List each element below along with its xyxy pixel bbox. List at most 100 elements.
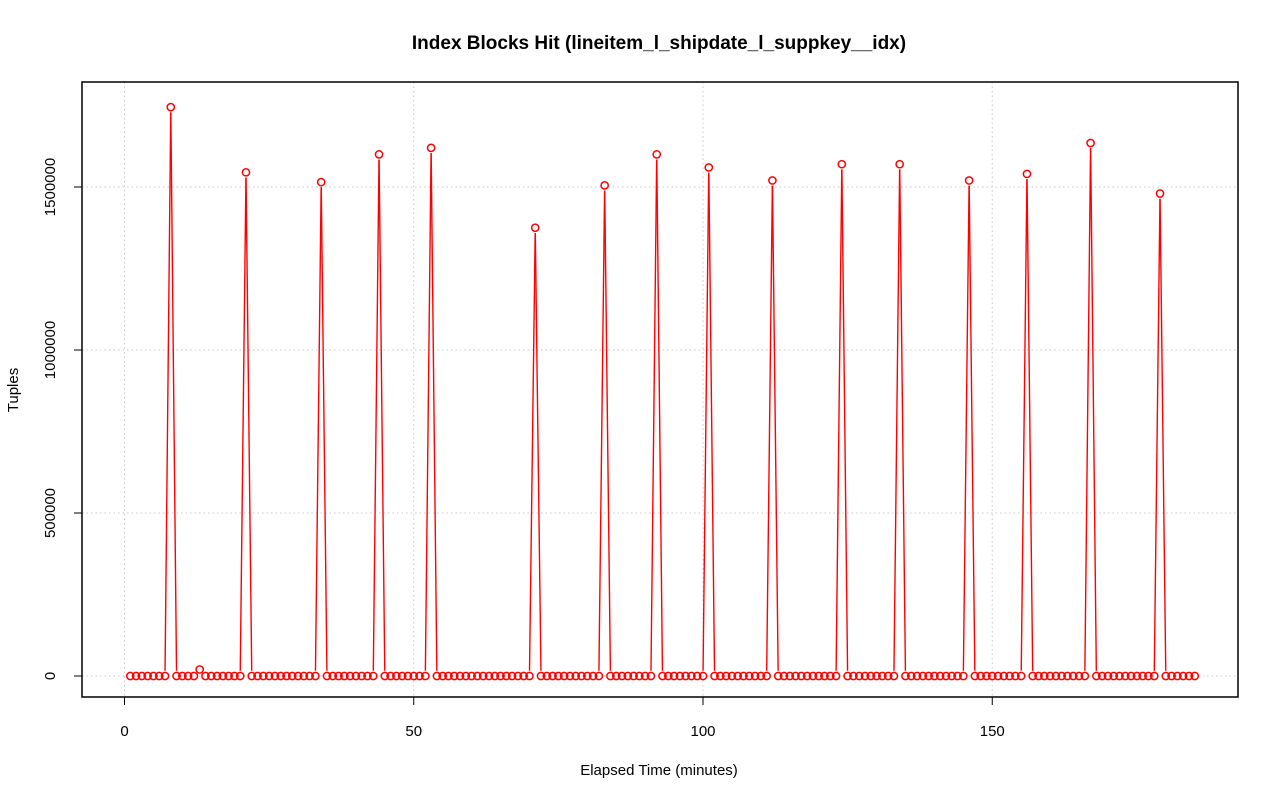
data-point [403,671,413,681]
data-point [756,671,766,681]
data-point [206,671,216,681]
data-point [918,671,928,681]
data-point [473,671,482,681]
plot-frame [81,81,1239,698]
chart-title: Index Blocks Hit (lineitem_l_shipdate_l_… [412,33,906,54]
y-tick-label: 1000000 [42,321,59,379]
data-point [687,671,696,681]
data-point [519,671,529,681]
data-point [392,671,401,681]
data-point [143,671,152,681]
data-point [617,671,627,681]
data-point [814,671,824,681]
data-point [982,671,991,681]
data-point [773,671,783,681]
data-point [305,671,314,681]
data-point [611,671,621,681]
data-point [270,671,280,681]
y-tick-label: 500000 [42,488,59,538]
data-point [212,671,222,681]
data-point [559,671,569,681]
data-point [843,671,852,681]
data-point [785,671,795,681]
data-point [889,671,899,681]
data-point [675,671,685,681]
series-line-segment [170,112,178,671]
data-point [623,671,633,681]
data-point [964,176,974,185]
data-series [125,102,1200,681]
data-point [432,671,442,681]
data-point [525,671,534,681]
data-point [322,671,332,681]
series-line-segment [1153,198,1161,671]
series-line-segment [835,169,843,671]
data-point [548,671,557,681]
data-point [1034,671,1043,681]
series-line-segment [372,159,380,671]
data-point [513,671,523,681]
data-point [820,671,829,681]
series-line-segment [702,172,710,671]
data-point [710,671,719,681]
data-point [681,671,690,681]
data-point [1097,671,1107,681]
data-point [635,671,644,681]
data-point [999,671,1009,681]
series-line-segment [320,187,328,671]
series-line-segment [708,172,716,671]
data-point [380,671,390,681]
series-line-segment [604,190,612,671]
data-point [201,671,210,681]
data-point [629,671,638,681]
data-point [1005,671,1014,681]
data-point [131,671,141,681]
data-point [565,671,575,681]
series-line-segment [239,177,247,671]
data-point [976,671,986,681]
data-point [253,671,262,681]
data-point [125,671,135,681]
data-point [912,671,922,681]
series-line-segment [899,169,907,671]
data-point [1173,671,1182,681]
series-line-segment [378,159,386,671]
data-point [345,671,355,681]
data-point [872,671,881,681]
data-point [328,671,338,681]
data-point [241,167,251,177]
data-point [571,671,581,681]
data-point [716,671,725,681]
data-point [374,150,384,159]
data-point [293,671,303,681]
series-line-segment [962,185,970,671]
data-point [386,671,395,681]
series-line-segment [598,190,606,671]
data-point [455,671,465,681]
data-point [901,671,910,681]
x-tick-label: 50 [405,723,422,740]
y-axis-label: Tuples [5,368,22,412]
data-point [577,671,586,681]
data-point [906,671,916,681]
data-point [1149,671,1159,681]
data-point [1109,671,1119,681]
data-point [230,671,239,681]
data-point [704,163,714,172]
data-point [744,671,754,681]
series-line-segment [1026,179,1034,671]
data-point [721,671,731,681]
data-point [698,671,708,681]
series-line-segment [164,112,172,671]
series-line-segment [528,232,536,671]
data-point [484,671,494,681]
data-point [415,671,424,681]
data-point [536,671,546,681]
data-point [1011,671,1020,681]
data-point [1144,671,1153,681]
series-line-segment [314,187,322,671]
data-point [1184,671,1194,681]
data-point [172,671,181,681]
data-point [692,671,702,681]
data-point [1092,671,1101,681]
